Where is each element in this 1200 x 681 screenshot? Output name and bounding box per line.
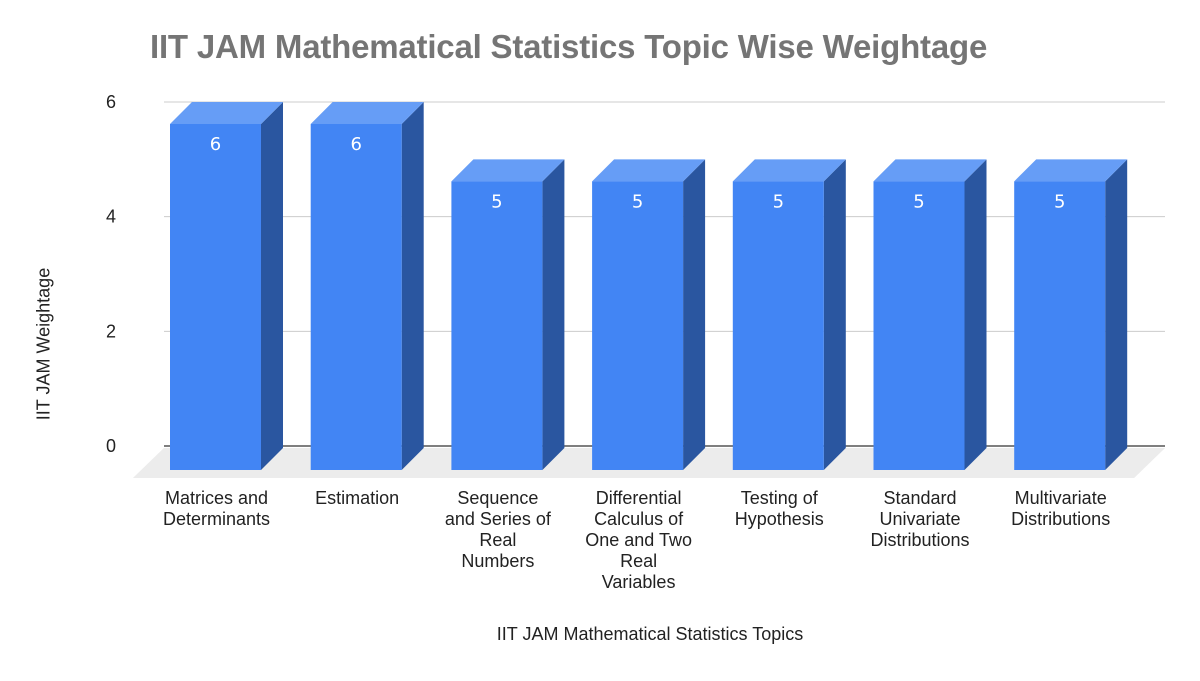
- x-axis-title: IIT JAM Mathematical Statistics Topics: [496, 624, 804, 644]
- x-tick-label: Multivariate Distributions: [1011, 488, 1111, 529]
- bar-value-label: 5: [1054, 191, 1065, 212]
- bar: 5: [873, 159, 987, 471]
- bar-value-label: 5: [913, 191, 924, 212]
- y-tick-label: 6: [106, 92, 116, 112]
- y-axis-ticks: 0 2 4 6: [106, 92, 116, 456]
- bar: 6: [310, 102, 424, 470]
- x-tick-label: Differential Calculus of One and Two Real Va…: [585, 488, 692, 592]
- x-tick-label: Standard Univariate Distributions: [870, 488, 970, 550]
- bar: 5: [1014, 159, 1128, 471]
- bars: 6 6 5 5 5 5 5: [170, 102, 1128, 471]
- bar-value-label: 5: [491, 191, 502, 212]
- chart-title: IIT JAM Mathematical Statistics Topic Wi…: [150, 28, 988, 65]
- x-tick-label: Testing of Hypothesis: [734, 488, 824, 529]
- x-tick-label: Estimation: [315, 488, 400, 508]
- y-tick-label: 2: [106, 321, 116, 341]
- bar: 5: [451, 159, 565, 471]
- bar: 5: [592, 159, 706, 471]
- bar-value-label: 6: [350, 134, 361, 155]
- x-tick-label: Sequence and Series of Real Numbers: [444, 488, 551, 571]
- bar: 6: [170, 102, 283, 470]
- x-tick-label: Matrices and Determinants: [162, 488, 271, 529]
- y-tick-label: 4: [106, 207, 116, 227]
- y-tick-label: 0: [106, 436, 116, 456]
- bar-value-label: 6: [210, 134, 221, 155]
- bar-value-label: 5: [632, 191, 643, 212]
- bar-value-label: 5: [773, 191, 784, 212]
- bar: 5: [732, 159, 846, 471]
